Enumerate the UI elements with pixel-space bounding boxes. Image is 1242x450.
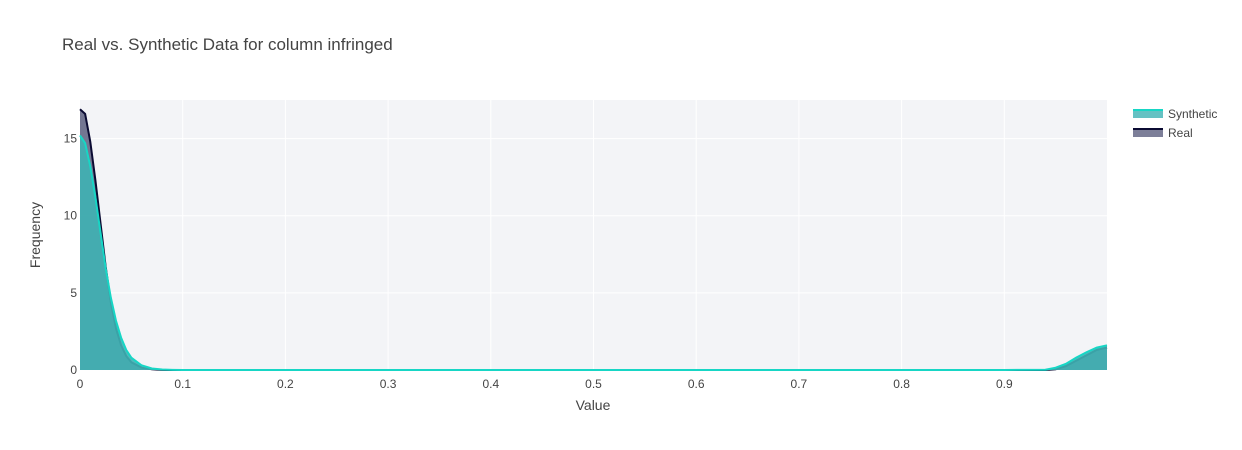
y-tick-label: 15: [64, 132, 78, 146]
x-tick-label: 0.9: [996, 377, 1013, 391]
y-tick-label: 10: [64, 209, 78, 223]
legend-label: Synthetic: [1168, 107, 1217, 121]
series-areas: [79, 108, 1108, 371]
x-tick-label: 0.2: [277, 377, 294, 391]
x-tick-label: 0.3: [380, 377, 397, 391]
grid: [80, 100, 1107, 370]
x-axis-label: Value: [576, 397, 611, 413]
y-tick-label: 5: [70, 286, 77, 300]
legend-item-synthetic[interactable]: Synthetic: [1133, 107, 1217, 121]
legend-item-real[interactable]: Real: [1133, 126, 1193, 140]
x-tick-label: 0: [77, 377, 84, 391]
x-tick-label: 0.1: [174, 377, 191, 391]
legend-swatch: [1133, 110, 1163, 118]
x-tick-label: 0.4: [482, 377, 499, 391]
legend-label: Real: [1168, 126, 1193, 140]
legend-swatch: [1133, 129, 1163, 137]
x-tick-label: 0.7: [791, 377, 808, 391]
y-axis-label: Frequency: [27, 202, 43, 268]
x-tick-label: 0.8: [893, 377, 910, 391]
x-tick-label: 0.6: [688, 377, 705, 391]
y-axis-ticks: 0 5 10 15: [64, 132, 78, 377]
line-synthetic: [79, 134, 1108, 371]
chart-title: Real vs. Synthetic Data for column infri…: [62, 35, 393, 54]
x-tick-label: 0.5: [585, 377, 602, 391]
legend[interactable]: Synthetic Real: [1133, 107, 1217, 140]
x-axis-ticks: 0 0.1 0.2 0.3 0.4 0.5 0.6 0.7 0.8 0.9: [77, 377, 1013, 391]
y-tick-label: 0: [70, 363, 77, 377]
